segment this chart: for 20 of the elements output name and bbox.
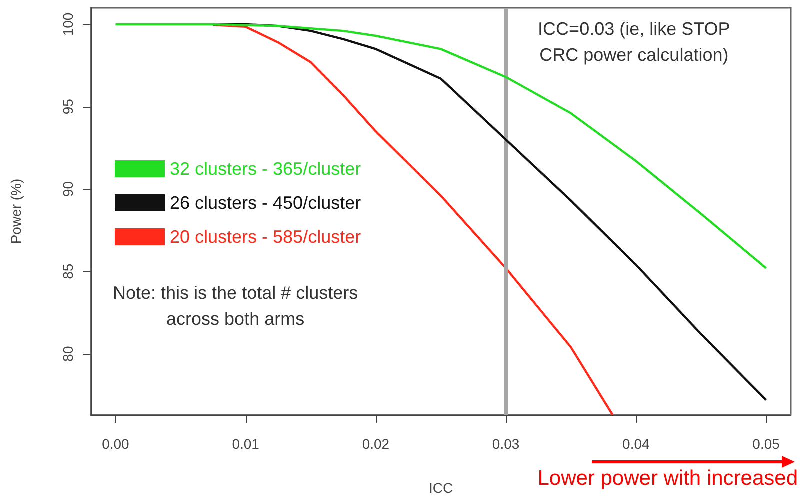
x-tick-label: 0.05 [752,436,780,452]
x-tick-label: 0.00 [102,436,130,452]
y-tick-label: 95 [60,98,76,115]
legend-label: 20 clusters - 585/cluster [170,227,362,247]
x-axis-title: ICC [428,480,454,496]
legend-label: 26 clusters - 450/cluster [170,193,362,213]
y-tick-label: 85 [60,264,76,280]
legend-label: 32 clusters - 365/cluster [170,159,362,179]
line-series [114,23,768,270]
x-tick-label: 0.02 [362,436,390,452]
annotation: Note: this is the total # clusters across both arms [113,283,358,329]
y-tick-label: 100 [60,12,76,36]
x-tick-label: 0.01 [232,436,260,452]
y-tick-label: 80 [60,346,76,362]
ref-line-label: ICC=0.03 (ie, like STOP CRC power calculation) [538,19,730,65]
text: Lower power with increased [538,467,798,490]
x-tick-label: 0.03 [492,436,520,452]
x-tick-label: 0.04 [622,436,650,452]
y-tick-label: 90 [60,181,76,198]
y-axis-title: Power (%) [8,178,24,244]
